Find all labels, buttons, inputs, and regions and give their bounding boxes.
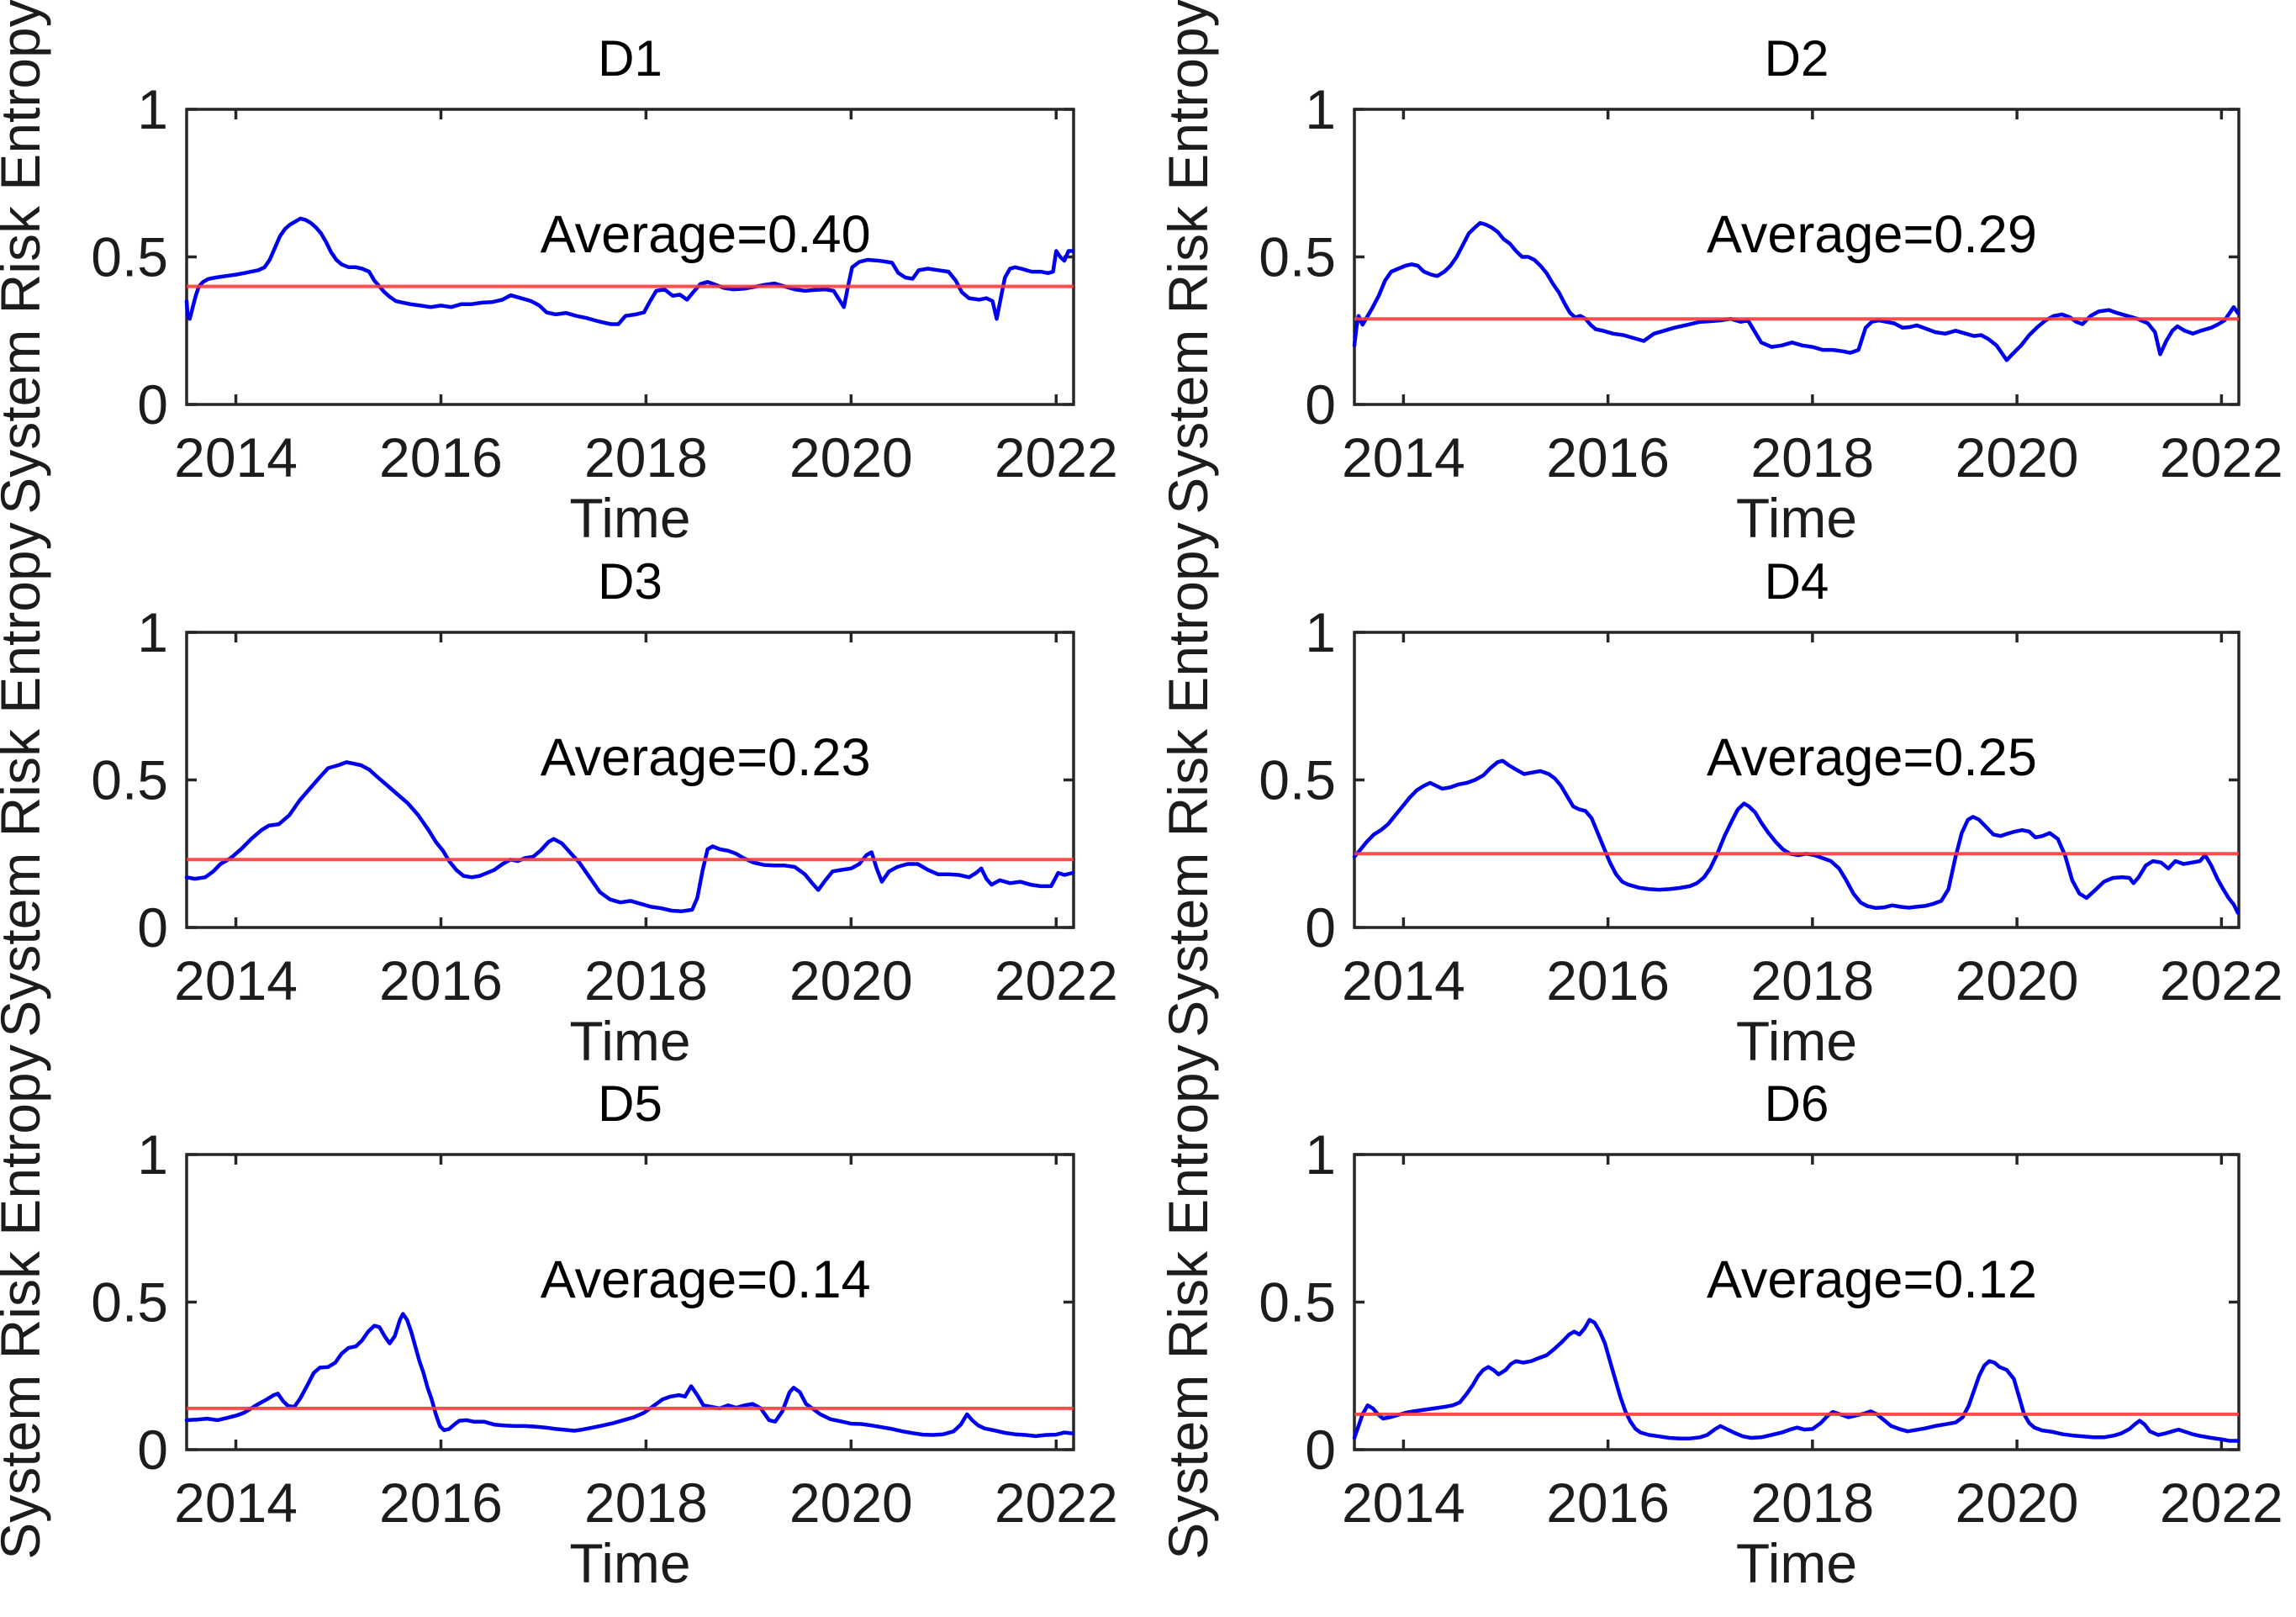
entropy-series-line: [1352, 1318, 2241, 1443]
y-tick-label: 1: [137, 601, 168, 663]
x-tick-label: 2016: [379, 426, 503, 489]
x-tick-label: 2016: [379, 949, 503, 1012]
y-tick-label: 1: [137, 1123, 168, 1186]
x-tick-label: 2014: [1342, 1472, 1465, 1534]
x-tick-label: 2014: [1342, 949, 1465, 1012]
entropy-series-line: [184, 760, 1075, 913]
average-annotation: Average=0.29: [1707, 205, 2037, 264]
y-tick-label: 0: [137, 1419, 168, 1481]
subplot-title: D6: [1765, 1075, 1829, 1132]
subplot-title: D1: [598, 30, 662, 87]
x-tick-label: 2016: [1546, 426, 1670, 489]
x-tick-label: 2018: [584, 1472, 708, 1534]
x-tick-label: 2020: [789, 1472, 913, 1534]
average-annotation: Average=0.40: [541, 205, 871, 264]
y-tick-label: 0.5: [1259, 749, 1336, 811]
y-tick-label: 0: [1305, 1419, 1336, 1481]
y-axis-label: System Risk Entropy: [1157, 0, 1219, 515]
entropy-series-line: [184, 1312, 1075, 1439]
y-tick-label: 1: [1305, 601, 1336, 663]
average-annotation: Average=0.25: [1707, 728, 2037, 787]
x-tick-label: 2014: [174, 1472, 298, 1534]
x-tick-label: 2020: [1956, 426, 2079, 489]
y-tick-label: 1: [137, 78, 168, 140]
x-axis-label: Time: [1736, 1532, 1857, 1594]
subplot-title: D4: [1765, 553, 1829, 610]
x-tick-label: 2016: [379, 1472, 503, 1534]
x-axis-label: Time: [569, 1010, 690, 1072]
x-axis-label: Time: [569, 1532, 690, 1594]
x-tick-label: 2016: [1546, 1472, 1670, 1534]
average-annotation: Average=0.12: [1707, 1250, 2037, 1309]
x-tick-label: 2022: [995, 1472, 1118, 1534]
y-axis-label: System Risk Entropy: [0, 522, 51, 1038]
x-tick-label: 2018: [1750, 949, 1874, 1012]
y-tick-label: 0.5: [91, 226, 168, 288]
x-axis-label: Time: [1736, 487, 1857, 549]
x-tick-label: 2020: [1956, 949, 2079, 1012]
entropy-series-line: [184, 216, 1075, 326]
average-annotation: Average=0.23: [541, 728, 871, 787]
x-tick-label: 2018: [1750, 1472, 1874, 1534]
x-tick-label: 2022: [995, 426, 1118, 489]
x-axis-label: Time: [569, 487, 690, 549]
x-tick-label: 2020: [789, 949, 913, 1012]
x-tick-label: 2014: [174, 949, 298, 1012]
y-tick-label: 1: [1305, 1123, 1336, 1186]
subplot-d4: 2014 2016 2018 2020 2022 0 0.5 1 Average=0.25 D4 T…: [1157, 522, 2283, 1072]
y-tick-label: 0: [137, 896, 168, 959]
x-tick-label: 2018: [584, 949, 708, 1012]
y-axis-label: System Risk Entropy: [1157, 522, 1219, 1038]
y-tick-label: 0.5: [91, 1271, 168, 1334]
x-tick-label: 2014: [174, 426, 298, 489]
y-tick-label: 0.5: [1259, 226, 1336, 288]
y-tick-label: 1: [1305, 78, 1336, 140]
subplot-title: D2: [1765, 30, 1829, 87]
x-tick-label: 2022: [2160, 1472, 2283, 1534]
y-tick-label: 0.5: [91, 749, 168, 811]
subplot-title: D5: [598, 1075, 662, 1132]
y-axis-label: System Risk Entropy: [0, 1044, 51, 1560]
y-tick-label: 0: [1305, 373, 1336, 436]
y-axis-label: System Risk Entropy: [0, 0, 51, 515]
x-tick-label: 2022: [995, 949, 1118, 1012]
x-tick-label: 2014: [1342, 426, 1465, 489]
x-tick-label: 2018: [1750, 426, 1874, 489]
subplot-d2: 2014 2016 2018 2020 2022 0 0.5 1 Average=0.29 D2 T…: [1157, 0, 2283, 549]
y-axis-label: System Risk Entropy: [1157, 1044, 1219, 1560]
entropy-series-line: [1352, 220, 2241, 362]
x-axis-label: Time: [1736, 1010, 1857, 1072]
average-annotation: Average=0.14: [541, 1250, 871, 1309]
x-tick-label: 2020: [1956, 1472, 2079, 1534]
subplot-d3: 2014 2016 2018 2020 2022 0 0.5 1 Average=0.23 D3 T…: [0, 522, 1118, 1072]
x-tick-label: 2016: [1546, 949, 1670, 1012]
x-tick-label: 2020: [789, 426, 913, 489]
y-tick-label: 0: [1305, 896, 1336, 959]
subplot-d5: 2014 2016 2018 2020 2022 0 0.5 1 Average=0.14 D5 T…: [0, 1044, 1118, 1594]
subplot-d6: 2014 2016 2018 2020 2022 0 0.5 1 Average=0.12 D6 T…: [1157, 1044, 2283, 1594]
subplot-title: D3: [598, 553, 662, 610]
y-tick-label: 0: [137, 373, 168, 436]
x-tick-label: 2018: [584, 426, 708, 489]
x-tick-label: 2022: [2160, 949, 2283, 1012]
x-tick-label: 2022: [2160, 426, 2283, 489]
subplot-d1: 2014 2016 2018 2020 2022 0 0.5 1 Average=0.40 D1 T…: [0, 0, 1118, 549]
y-tick-label: 0.5: [1259, 1271, 1336, 1334]
